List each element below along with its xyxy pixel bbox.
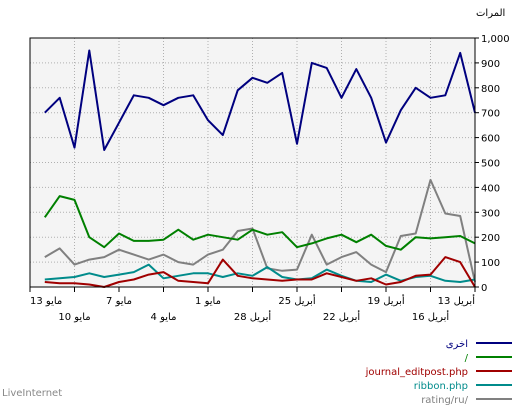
y-tick-label: 400 <box>481 183 500 194</box>
y-tick-label: 0 <box>481 283 487 294</box>
brand-watermark: LiveInternet <box>2 388 63 399</box>
y-axis-ticks: 0 100 200 300 400 500 600 700 800 900 1,000 <box>475 34 510 294</box>
x-tick-label: 25 أبريل <box>278 294 316 307</box>
x-tick-label: 10 مايو <box>58 312 90 323</box>
x-tick-label: 4 مايو <box>151 312 177 323</box>
y-tick-label: 200 <box>481 233 500 244</box>
x-tick-label: 16 أبريل <box>412 310 450 323</box>
y-tick-label: 100 <box>481 258 500 269</box>
legend-label: ribbon.php <box>414 381 468 392</box>
legend-label: journal_editpost.php <box>365 367 468 378</box>
y-tick-label: 1,000 <box>481 34 510 45</box>
y-tick-label: 300 <box>481 208 500 219</box>
y-tick-label: 500 <box>481 159 500 170</box>
series-lines <box>43 49 476 288</box>
series-line <box>44 178 476 283</box>
x-tick-label: 19 أبريل <box>367 294 405 307</box>
series-line <box>44 256 476 288</box>
legend-label: اخرى <box>446 339 468 350</box>
legend-label: / <box>465 353 469 364</box>
series-line <box>44 49 476 151</box>
x-tick-label: 13 مايو <box>30 296 62 307</box>
series-line <box>43 195 476 251</box>
y-tick-label: 700 <box>481 109 500 120</box>
x-tick-label: 22 أبريل <box>323 310 361 323</box>
y-tick-label: 900 <box>481 59 500 70</box>
x-tick-label: 13 أبريل <box>438 294 476 307</box>
y-tick-label: 600 <box>481 134 500 145</box>
x-tick-label: 1 مايو <box>195 296 221 307</box>
legend: اخرى / journal_editpost.php ribbon.php ratin… <box>365 339 512 405</box>
x-tick-label: 28 أبريل <box>234 310 272 323</box>
plot-border <box>29 37 476 288</box>
x-tick-label: 7 مايو <box>106 296 132 307</box>
legend-label: rating/ru/ <box>421 395 468 405</box>
x-axis-ticks: 13 مايو 10 مايو 7 مايو 4 مايو 1 مايو 28 أبريل… <box>29 287 476 323</box>
y-axis-label: المرات <box>476 8 505 19</box>
y-tick-label: 800 <box>481 84 500 95</box>
